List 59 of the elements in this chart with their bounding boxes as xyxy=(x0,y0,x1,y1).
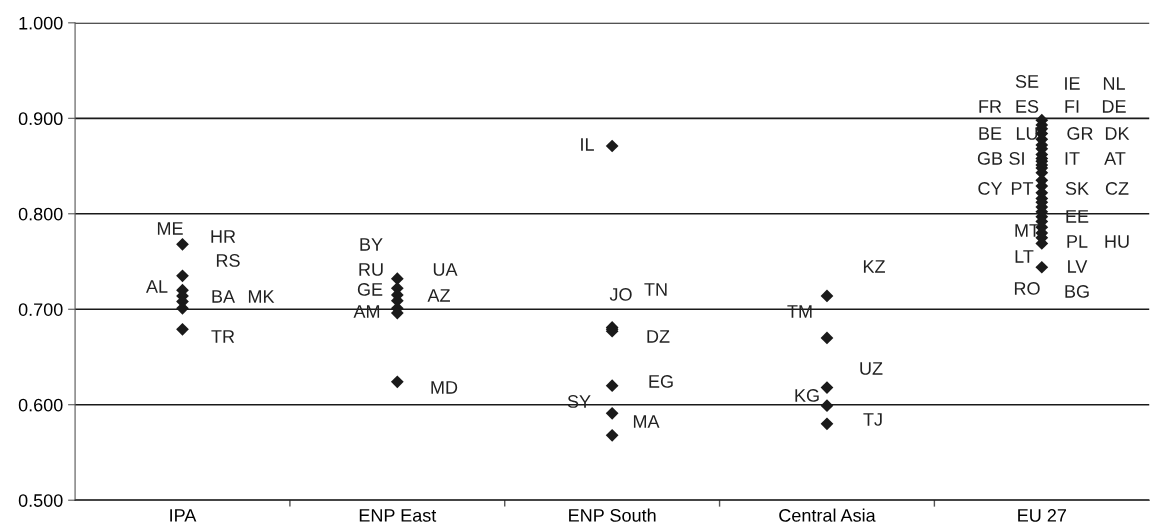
annotation: ME xyxy=(157,222,183,235)
annotation: EG xyxy=(649,375,673,388)
annotation: KG xyxy=(795,389,819,402)
y-tick-label: 0.800 xyxy=(18,207,63,221)
annotation: CY xyxy=(978,182,1003,195)
annotation: DK xyxy=(1105,127,1130,140)
annotation: GB xyxy=(977,152,1003,165)
annotation: MA xyxy=(633,415,660,428)
annotation: SE xyxy=(1015,75,1039,88)
annotation: AZ xyxy=(427,289,450,302)
annotation: RO xyxy=(1014,282,1040,295)
annotation: FR xyxy=(979,100,1002,113)
annotation: BY xyxy=(360,238,383,251)
x-tick-label: IPA xyxy=(170,509,197,522)
annotation: BA xyxy=(212,290,236,303)
annotation: IT xyxy=(1065,152,1080,165)
annotation: PL xyxy=(1067,235,1088,248)
annotation: CZ xyxy=(1105,182,1129,195)
annotation: KZ xyxy=(863,260,885,273)
annotation: TR xyxy=(211,330,235,343)
annotation: HR xyxy=(211,230,236,243)
annotation: FI xyxy=(1065,100,1079,113)
annotation: SI xyxy=(1009,152,1024,165)
annotation: NL xyxy=(1103,77,1125,90)
annotation: TJ xyxy=(863,413,882,426)
annotation: HU xyxy=(1105,235,1129,248)
annotation: PT xyxy=(1011,182,1034,195)
annotation: DZ xyxy=(647,330,670,343)
annotation: DE xyxy=(1102,100,1126,113)
annotation: IE xyxy=(1065,77,1080,90)
x-tick-label: ENP South xyxy=(569,508,656,522)
annotation: UZ xyxy=(860,362,883,375)
annotation: RS xyxy=(216,254,240,267)
annotation: MK xyxy=(248,290,275,303)
annotation: BG xyxy=(1065,285,1089,298)
annotation: GE xyxy=(357,283,383,296)
annotation: RU xyxy=(359,263,383,276)
annotation: BE xyxy=(979,127,1002,140)
x-tick-label: EU 27 xyxy=(1018,509,1066,522)
x-tick-label: Central Asia xyxy=(779,508,876,522)
annotation: LV xyxy=(1068,260,1088,273)
annotation: LU xyxy=(1016,127,1038,140)
x-tick-label: ENP East xyxy=(359,509,437,522)
y-tick-label: 0.600 xyxy=(18,398,63,412)
annotation: GR xyxy=(1067,127,1093,140)
annotation: UA xyxy=(433,263,458,276)
annotation: TN xyxy=(644,283,667,296)
y-tick-label: 1.000 xyxy=(19,16,63,30)
annotation: JO xyxy=(609,288,632,301)
y-tick-label: 0.900 xyxy=(18,112,63,126)
y-tick-label: 0.700 xyxy=(18,303,63,316)
annotation: AL xyxy=(145,280,168,293)
annotation: SK xyxy=(1065,182,1089,195)
annotation: LT xyxy=(1015,250,1034,263)
y-tick-label: 0.500 xyxy=(18,494,63,507)
annotation: AT xyxy=(1104,152,1126,165)
annotation: MD xyxy=(431,381,458,394)
annotation: ES xyxy=(1016,100,1039,113)
annotation: IL xyxy=(581,138,594,151)
